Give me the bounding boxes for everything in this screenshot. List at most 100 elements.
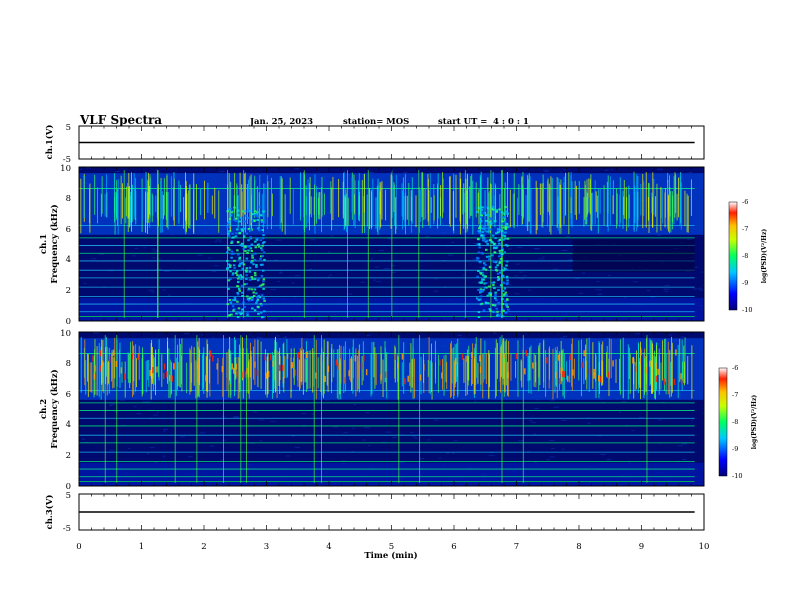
strong-sferic	[525, 350, 527, 357]
spectrum-noise	[561, 448, 565, 450]
noise-burst-cell	[261, 236, 265, 239]
noise-burst-cell	[482, 267, 485, 270]
noise-burst-cell	[236, 281, 240, 284]
ch1-cb-tick-10: -10	[742, 306, 752, 314]
noise-burst-cell	[256, 237, 259, 240]
noise-burst-cell	[252, 291, 255, 294]
noise-burst-cell	[256, 279, 260, 282]
noise-burst-cell	[492, 284, 495, 287]
strong-sferic	[439, 359, 441, 366]
ch1-cb-tick-8: -8	[742, 252, 748, 260]
spectrum-noise	[197, 254, 203, 256]
noise-burst-cell	[504, 226, 508, 229]
noise-burst-cell	[228, 220, 231, 223]
noise-burst-cell	[501, 298, 504, 301]
spectrum-noise	[327, 276, 330, 278]
strong-sferic	[532, 362, 534, 369]
spectrum-noise	[81, 438, 86, 440]
noise-burst-cell	[254, 246, 258, 249]
spectrum-noise	[587, 422, 591, 424]
noise-burst-cell	[496, 314, 499, 317]
spectrum-noise	[433, 290, 439, 292]
noise-burst-cell	[476, 256, 479, 259]
noise-burst-cell	[498, 238, 502, 241]
spectrum-noise	[669, 334, 673, 336]
spectrum-noise	[438, 457, 442, 459]
noise-burst-cell	[479, 216, 483, 219]
noise-burst-cell	[237, 241, 240, 244]
noise-burst-cell	[261, 269, 265, 272]
noise-burst-cell	[249, 228, 253, 231]
noise-burst-cell	[235, 312, 238, 315]
noise-burst-cell	[248, 245, 251, 248]
noise-burst-cell	[489, 222, 493, 225]
spectrum-noise	[561, 419, 567, 421]
spectrum-noise	[514, 275, 518, 277]
noise-burst-cell	[241, 267, 244, 270]
noise-burst-cell	[485, 255, 489, 258]
strong-sferic	[597, 375, 600, 382]
xtick-label-1: 1	[139, 542, 144, 552]
spectrum-noise	[552, 268, 559, 270]
noise-burst-cell	[493, 251, 496, 254]
spectrum-noise	[146, 453, 150, 455]
noise-burst-cell	[247, 249, 250, 252]
noise-burst-cell	[232, 264, 236, 267]
ch1-spectrogram-panel: 0 2 4 6 8 10 ch.1 Frequency (kHz) -6 -7 …	[39, 164, 768, 327]
noise-burst-cell	[244, 214, 247, 217]
ch2-cb-tick-10: -10	[732, 472, 742, 480]
spectrum-noise	[623, 296, 627, 298]
xtick-label-7: 7	[514, 542, 519, 552]
start-ut-value: 4 : 0 : 1	[493, 117, 529, 127]
noise-burst-cell	[225, 259, 229, 262]
strong-sferic	[152, 367, 154, 374]
noise-burst-cell	[256, 298, 260, 301]
noise-burst-cell	[492, 260, 496, 263]
spectrum-noise	[294, 274, 301, 276]
noise-burst-cell	[250, 249, 254, 252]
noise-burst-cell	[496, 264, 499, 267]
ch2-ytick-6: 6	[66, 390, 71, 400]
noise-burst-cell	[489, 217, 492, 220]
strong-sferic	[120, 367, 123, 374]
spectrum-noise	[425, 337, 429, 339]
spectrum-noise	[390, 265, 395, 267]
spectrum-noise	[290, 332, 295, 334]
spectrum-noise	[399, 461, 405, 463]
strong-sferic	[657, 368, 659, 375]
noise-burst-cell	[260, 247, 263, 250]
noise-burst-cell	[479, 290, 483, 293]
spectrum-noise	[154, 169, 158, 171]
noise-burst-cell	[263, 299, 266, 302]
spectrum-noise	[372, 279, 377, 281]
spectrum-noise	[528, 420, 533, 422]
spectrum-noise	[93, 332, 100, 334]
noise-burst-cell	[254, 274, 257, 277]
noise-burst-cell	[257, 243, 260, 246]
spectrum-noise	[527, 289, 532, 291]
noise-burst-cell	[501, 247, 504, 250]
noise-burst-cell	[251, 220, 254, 223]
noise-burst-cell	[241, 294, 244, 297]
strong-sferic	[465, 355, 467, 362]
noise-burst-cell	[485, 248, 488, 251]
noise-burst-cell	[504, 291, 508, 294]
noise-burst-cell	[493, 304, 497, 307]
noise-burst-cell	[239, 244, 242, 247]
spectrum-noise	[351, 451, 355, 453]
noise-burst-cell	[484, 214, 488, 217]
noise-burst-cell	[480, 214, 484, 217]
noise-burst-cell	[495, 307, 498, 310]
spectrum-noise	[134, 247, 139, 249]
noise-burst-cell	[250, 288, 254, 291]
spectrum-noise	[282, 337, 288, 339]
noise-burst-cell	[251, 213, 254, 216]
strong-sferic	[94, 365, 96, 372]
noise-burst-cell	[497, 289, 500, 292]
ch1-cb-tick-9: -9	[742, 279, 748, 287]
noise-burst-cell	[229, 270, 232, 273]
noise-burst-cell	[233, 218, 236, 221]
noise-burst-cell	[240, 275, 244, 278]
noise-burst-cell	[234, 220, 238, 223]
noise-burst-cell	[260, 311, 263, 314]
